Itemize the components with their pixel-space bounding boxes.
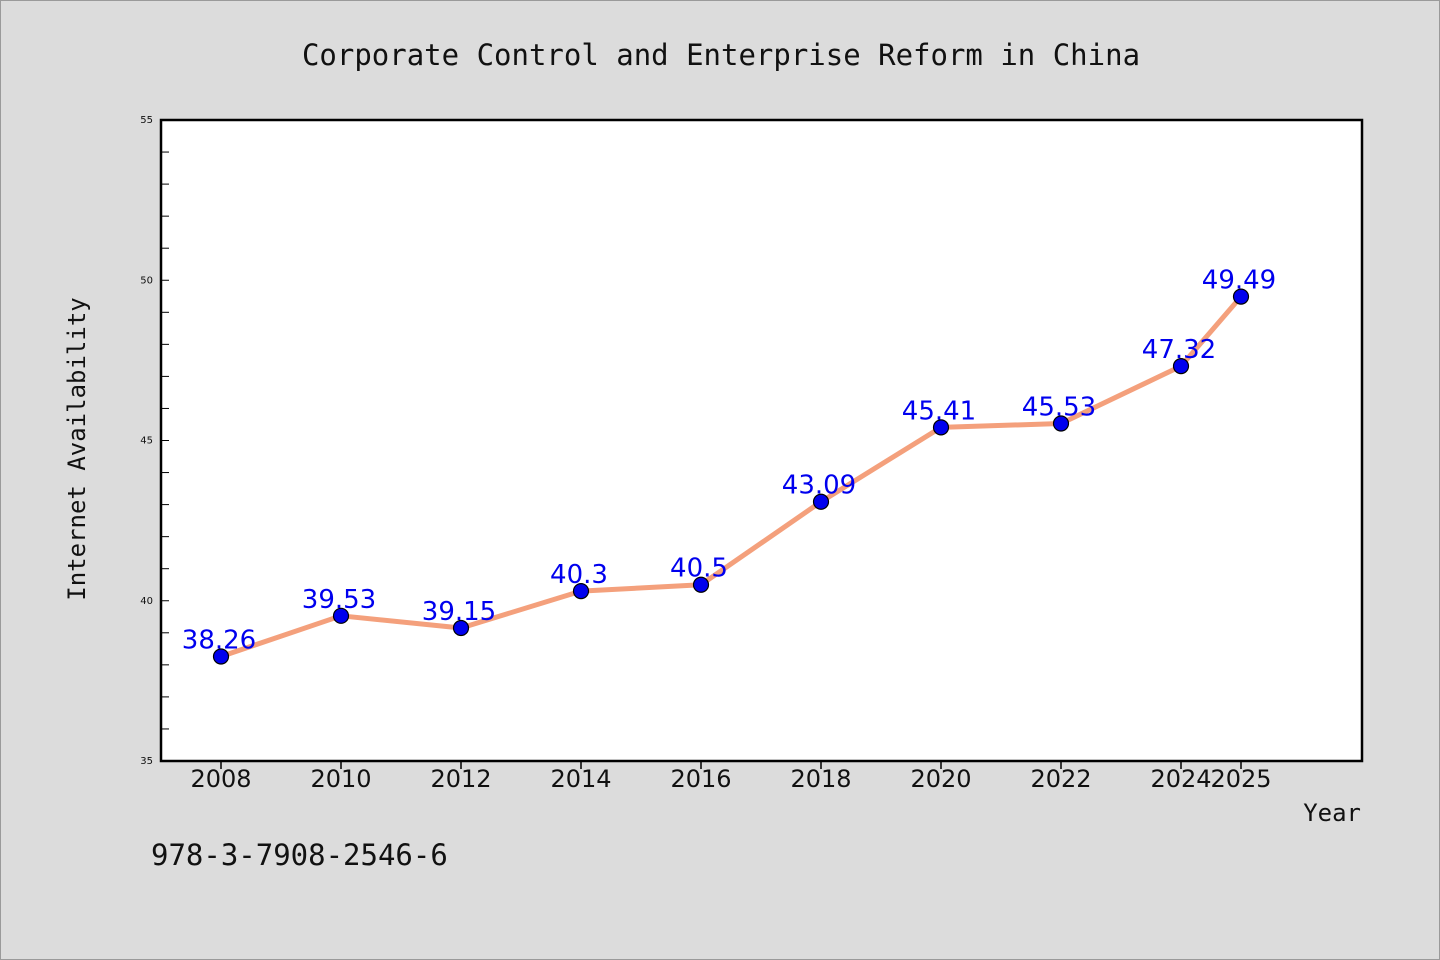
data-point: [812, 493, 830, 510]
data-point: [1172, 358, 1190, 375]
data-label: 39.15: [422, 597, 496, 627]
y-axis: 35 40 45 50 55: [140, 115, 169, 767]
x-tick-label: 2010: [310, 765, 371, 793]
data-label: 43.09: [782, 471, 856, 501]
series-layer: 38.26 39.53 39.15 40.3 40.5 43.09 45.41 45.53 47…: [182, 266, 1276, 665]
x-tick-label: 2025: [1210, 765, 1271, 793]
y-axis-label: Internet Availability: [63, 297, 91, 600]
y-tick-label: 55: [140, 115, 153, 126]
y-tick-label: 45: [140, 436, 153, 447]
x-tick-label: 2012: [430, 765, 491, 793]
data-label: 45.53: [1022, 393, 1096, 423]
data-point: [452, 619, 470, 637]
x-tick-label: 2020: [910, 765, 971, 793]
x-tick-label: 2024: [1150, 765, 1211, 793]
data-point: [932, 419, 950, 436]
plot-area: [159, 118, 1364, 763]
data-label: 47.32: [1142, 335, 1216, 365]
x-tick-label: 2022: [1030, 765, 1091, 793]
y-tick-label: 40: [140, 596, 153, 607]
data-point: [572, 583, 590, 600]
x-tick-label: 2008: [190, 765, 251, 793]
data-point: [692, 576, 710, 593]
data-label: 40.5: [670, 554, 728, 584]
data-point: [212, 648, 230, 665]
data-label: 39.53: [302, 585, 376, 615]
data-label: 49.49: [1202, 266, 1276, 296]
series-line: [218, 294, 1244, 660]
footnote: 978-3-7908-2546-6: [151, 838, 448, 872]
data-point: [1232, 288, 1250, 305]
chart-title: Corporate Control and Enterprise Reform …: [302, 38, 1140, 72]
data-point: [1052, 415, 1070, 432]
data-label: 38.26: [182, 626, 256, 656]
x-axis-label: Year: [1303, 799, 1361, 827]
x-tick-label: 2016: [670, 765, 731, 793]
y-tick-label: 50: [140, 275, 153, 286]
y-tick-label: 35: [140, 756, 153, 767]
data-label: 45.41: [902, 396, 976, 426]
x-tick-label: 2018: [790, 765, 851, 793]
data-label: 40.3: [550, 560, 608, 590]
data-point: [332, 607, 350, 624]
x-tick-label: 2014: [550, 765, 611, 793]
